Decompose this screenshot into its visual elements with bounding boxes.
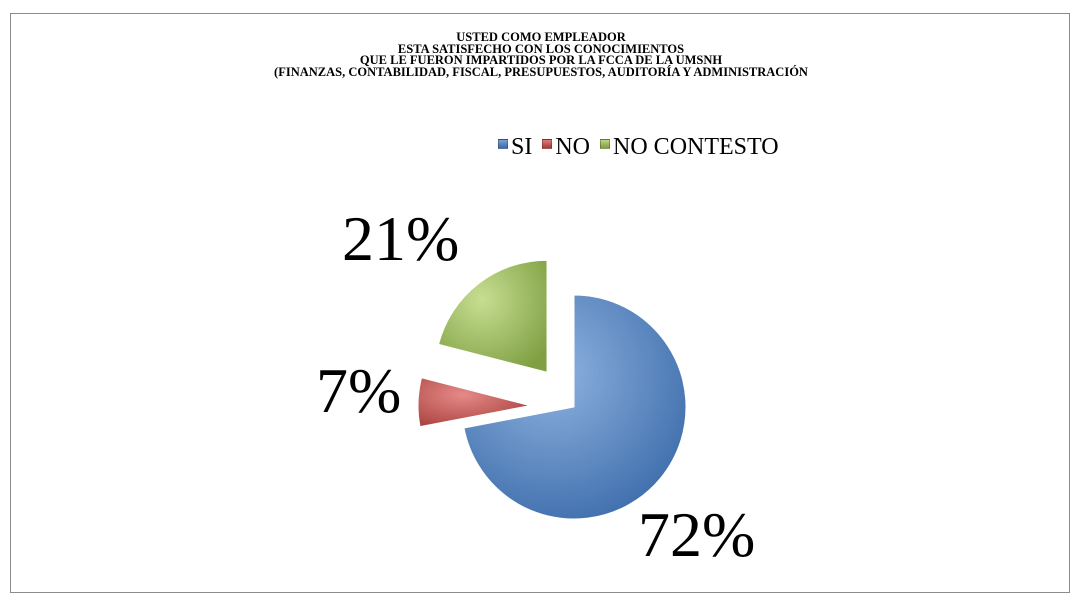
- legend-item-no: NO: [542, 134, 590, 161]
- data-label-no: 7%: [316, 355, 402, 426]
- data-label-si: 72%: [638, 499, 756, 570]
- legend-label-si: SI: [511, 133, 533, 160]
- legend-item-no-contesto: NO CONTESTO: [600, 134, 779, 161]
- pie-slice-no: [417, 377, 531, 428]
- chart-legend: SI NO NO CONTESTO: [498, 132, 789, 162]
- legend-swatch-no-contesto: [600, 139, 611, 149]
- chart-title-line: QUE LE FUERON IMPARTIDOS POR LA FCCA DE …: [359, 53, 723, 67]
- pie-chart: [417, 259, 687, 520]
- pie-slice-no-contesto: [437, 259, 548, 373]
- chart-title-line: ESTA SATISFECHO CON LOS CONOCIMIENTOS: [397, 41, 685, 56]
- legend-label-no: NO: [555, 133, 591, 160]
- chart-title: USTED COMO EMPLEADOR ESTA SATISFECHO CON…: [11, 30, 1071, 79]
- pie-slice-si: [463, 294, 687, 520]
- legend-swatch-si: [498, 139, 508, 149]
- chart-title-line: (FINANZAS, CONTABILIDAD, FISCAL, PRESUPU…: [274, 64, 808, 79]
- data-label-no-contesto: 21%: [342, 203, 460, 274]
- legend-item-si: SI: [498, 134, 532, 161]
- chart-title-line: USTED COMO EMPLEADOR: [456, 30, 626, 44]
- legend-swatch-no: [542, 139, 553, 149]
- legend-label-no-contesto: NO CONTESTO: [613, 133, 779, 160]
